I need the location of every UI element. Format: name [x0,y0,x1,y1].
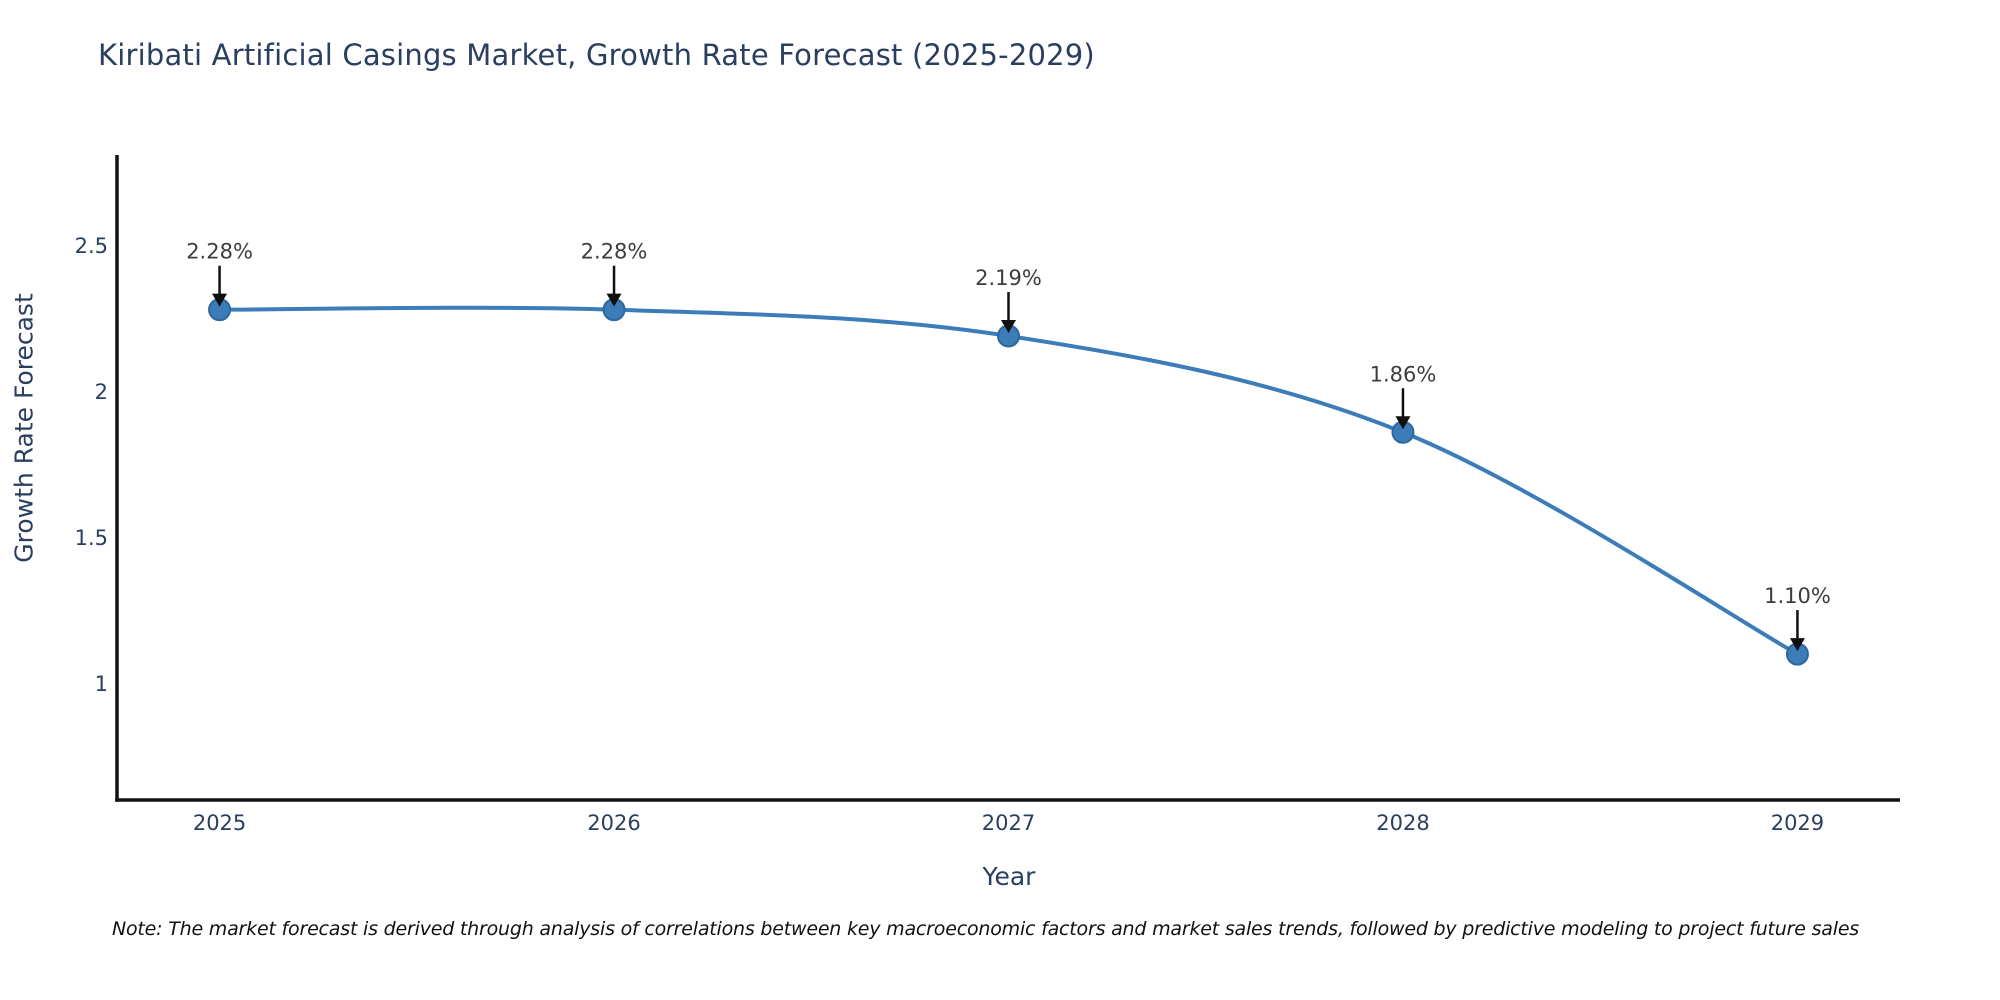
annotation-arrow-head [606,293,622,307]
y-tick-label: 2.5 [75,234,108,258]
y-axis-title: Growth Rate Forecast [9,293,39,563]
x-tick-label: 2025 [193,811,246,835]
x-tick-label: 2029 [1771,811,1824,835]
x-tick-label: 2028 [1376,811,1429,835]
plot-area: 2.5 2 1.5 1 2025 2026 2027 2028 2029 2.28% 2.28% 2.… [75,155,1900,835]
y-tick-label: 1.5 [75,526,108,550]
annotation-label: 2.19% [975,266,1042,290]
annotation-label: 2.28% [186,240,253,264]
y-tick-label: 1 [95,672,108,696]
x-tick-label: 2027 [982,811,1035,835]
annotation-arrow-head [212,293,228,307]
annotation-arrow-head [1001,319,1016,333]
chart-title: Kiribati Artificial Casings Market, Grow… [98,38,1095,72]
y-tick-label: 2 [95,380,108,404]
annotation-label: 1.10% [1764,584,1831,608]
x-tick-label: 2026 [587,811,640,835]
x-axis-title: Year [982,862,1036,891]
trend-line [217,305,1800,657]
annotation-arrow-head [1395,416,1411,430]
annotation-label: 1.86% [1370,362,1437,386]
annotation-label: 2.28% [581,240,648,264]
footnote: Note: The market forecast is derived thr… [112,918,1860,940]
annotation-arrow-head [1789,638,1805,652]
